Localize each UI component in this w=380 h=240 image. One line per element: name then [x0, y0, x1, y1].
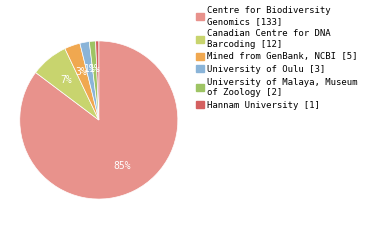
Legend: Centre for Biodiversity
Genomics [133], Canadian Centre for DNA
Barcoding [12], : Centre for Biodiversity Genomics [133], …	[195, 5, 359, 111]
Text: 1%: 1%	[89, 64, 101, 74]
Text: 85%: 85%	[113, 161, 131, 171]
Wedge shape	[96, 41, 99, 120]
Text: 7%: 7%	[60, 75, 72, 85]
Wedge shape	[20, 41, 178, 199]
Wedge shape	[36, 48, 99, 120]
Text: 1%: 1%	[84, 65, 95, 74]
Text: 3%: 3%	[76, 67, 87, 77]
Wedge shape	[89, 41, 99, 120]
Wedge shape	[80, 42, 99, 120]
Wedge shape	[65, 43, 99, 120]
